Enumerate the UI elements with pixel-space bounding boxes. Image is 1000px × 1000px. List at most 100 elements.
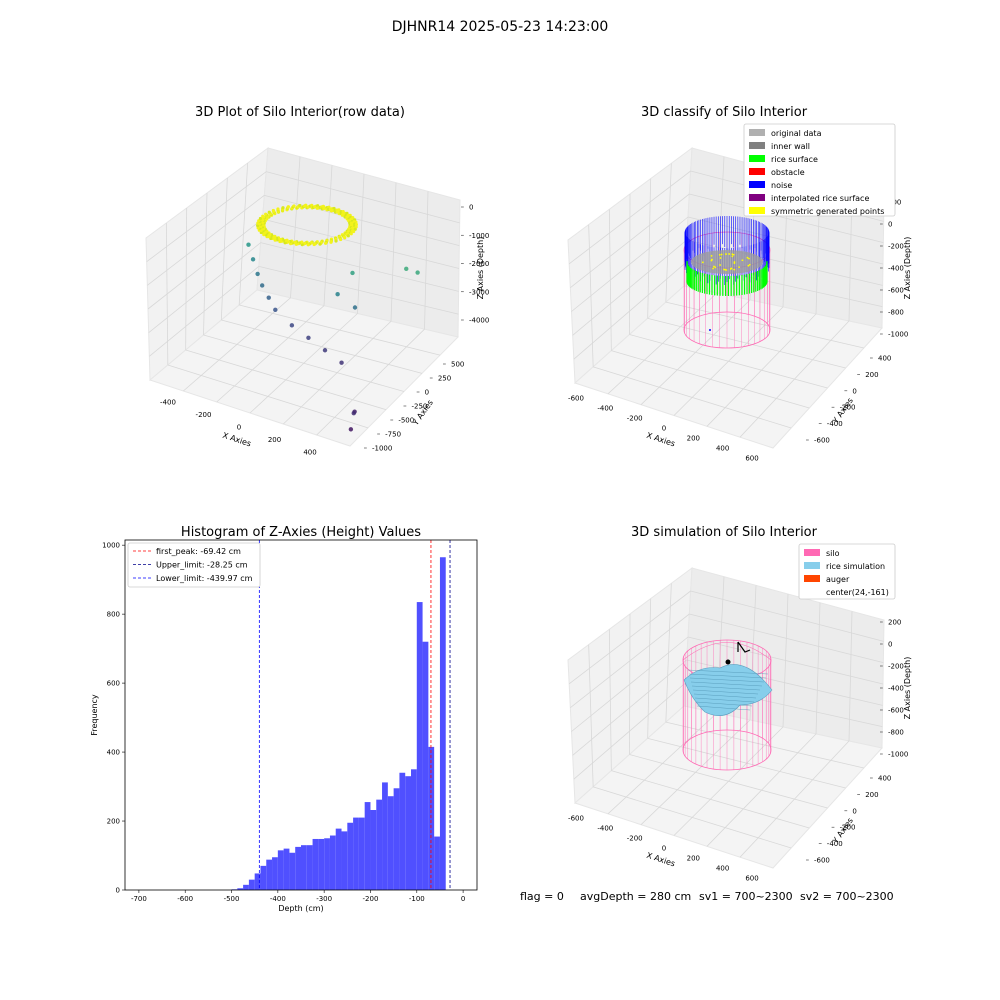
sim-rice-mesh-line (689, 677, 765, 683)
sim-z-tick-label: -1000 (888, 751, 908, 759)
figure-suptitle: DJHNR14 2025-05-23 14:23:00 (392, 19, 609, 35)
raw-point (352, 305, 358, 310)
panel-simulation: 3D simulation of Silo Interior -600 -400 -… (567, 525, 912, 883)
cls-symmetric-point (725, 253, 727, 255)
cls-legend-swatch (749, 168, 765, 175)
histogram-ref-lines (258, 540, 451, 890)
cls-legend-swatch (749, 181, 765, 188)
footer-stats: flag = 0 avgDepth = 280 cm sv1 = 700~230… (520, 890, 894, 903)
raw-ring-point (353, 227, 357, 231)
raw-ring-point (354, 222, 358, 227)
raw-ring-point (346, 234, 350, 238)
cls-symmetric-point (738, 266, 741, 269)
sim-rice-surface-patch (683, 664, 773, 717)
sim-rice-mesh-line (692, 689, 759, 695)
histogram-bar (382, 782, 388, 890)
sim-axes-ticks: -600-400-20002004006004002000-200-400-60… (568, 619, 912, 883)
raw-y-tick-label: 0 (425, 389, 429, 397)
sim-rice-mesh-line (696, 705, 751, 711)
raw-ring-point (306, 243, 310, 247)
raw-x-tick-label: 200 (268, 436, 281, 444)
cls-z-tick-label: -1000 (888, 331, 908, 339)
histogram-bar (306, 845, 313, 890)
raw-ring-point (261, 214, 265, 218)
panel-classify-title: 3D classify of Silo Interior (641, 105, 808, 120)
cls-symmetric-point (741, 259, 744, 262)
histogram-bar (353, 817, 359, 890)
sim-legend-swatch (804, 562, 820, 569)
raw-panes (145, 146, 461, 447)
histogram-legend-box (127, 542, 261, 588)
cls-y-tick-label: -200 (840, 404, 856, 412)
raw-ring-point (351, 229, 356, 234)
cls-symmetric-point (731, 253, 734, 256)
histogram-bar (312, 838, 319, 890)
histogram-legend-label: Upper_limit: -28.25 cm (156, 561, 248, 570)
cls-legend-swatch (749, 194, 765, 201)
sim-x-tick-label: 400 (716, 865, 729, 873)
raw-z-tick-label: -2000 (469, 260, 489, 268)
raw-point (246, 242, 251, 247)
sim-x-axis-label: X Axies (645, 851, 676, 869)
histogram-bar (405, 776, 411, 890)
sim-center-marker (725, 659, 731, 665)
sim-z-axis-label: Z Axies (Depth) (903, 657, 912, 720)
sim-legend-label: rice simulation (826, 562, 885, 571)
cls-legend-label: noise (771, 181, 792, 190)
raw-y-tick-label: -1000 (372, 445, 392, 453)
flag-text: flag = 0 (520, 890, 564, 903)
histogram-bar (272, 857, 278, 890)
histogram-bar (266, 859, 273, 890)
raw-point (322, 348, 328, 353)
cls-symmetric-point (731, 255, 734, 258)
sim-x-tick-label: 200 (687, 855, 700, 863)
sim-silo-roof (682, 642, 772, 661)
raw-point (259, 283, 265, 288)
sim-rice-mesh-line (687, 669, 769, 675)
sim-y-tick-label: -600 (814, 857, 830, 865)
raw-point (351, 410, 356, 416)
histogram-bar (341, 831, 348, 890)
cls-legend-label: obstacle (771, 168, 805, 177)
sim-rice-mesh-line (694, 697, 755, 703)
raw-ring-point (349, 232, 353, 236)
classify-legend: original data inner wall rice surface obsta… (743, 123, 896, 217)
sim-legend-label: auger (826, 575, 850, 584)
histogram-bar (324, 838, 330, 890)
raw-data-3d-axes: -400-20002004005002500-250-500-750-10000… (145, 146, 489, 457)
histogram-bar (364, 802, 371, 890)
raw-ring-point (267, 210, 271, 214)
raw-point (306, 335, 311, 340)
cls-silo (683, 231, 771, 349)
panel-histogram: Histogram of Z-Axies (Height) Values -70… (90, 525, 478, 913)
raw-y-tick-label: -750 (385, 431, 401, 439)
histogram-bar (301, 845, 307, 890)
sim-z-tick-label: -600 (888, 707, 904, 715)
raw-z-tick-label: 0 (469, 204, 473, 212)
raw-ring-point (304, 203, 308, 207)
sim-x-tick-label: -600 (568, 815, 584, 823)
histogram-bar (422, 641, 429, 890)
sv2-text: sv2 = 700~2300 (800, 890, 894, 903)
cls-symmetric-point (732, 253, 735, 256)
raw-points (246, 203, 420, 432)
histogram-legend-label: first_peak: -69.42 cm (156, 547, 241, 556)
sim-x-tick-label: -200 (627, 835, 643, 843)
raw-ring-point (281, 206, 285, 210)
cls-symmetric-point (723, 268, 725, 271)
sim-legend-swatch (804, 575, 820, 582)
sim-y-tick-label: -400 (827, 840, 843, 848)
histogram-y-tick-label: 200 (107, 818, 120, 826)
raw-point (255, 271, 260, 277)
cls-legend-label: rice surface (771, 155, 818, 164)
sim-z-tick-label: 200 (888, 619, 901, 627)
raw-ring-point (264, 212, 268, 216)
sim-y-tick-label: 0 (852, 807, 856, 815)
raw-z-axis-label: Z Axies (Depth) (476, 237, 485, 300)
histogram-frame (124, 539, 478, 891)
cls-symmetric-point (718, 253, 721, 256)
histogram-legend-label: Lower_limit: -439.97 cm (156, 574, 253, 583)
raw-ring-point (258, 216, 263, 221)
cls-symmetric-point (733, 262, 736, 264)
raw-grid-back-h (258, 265, 459, 315)
